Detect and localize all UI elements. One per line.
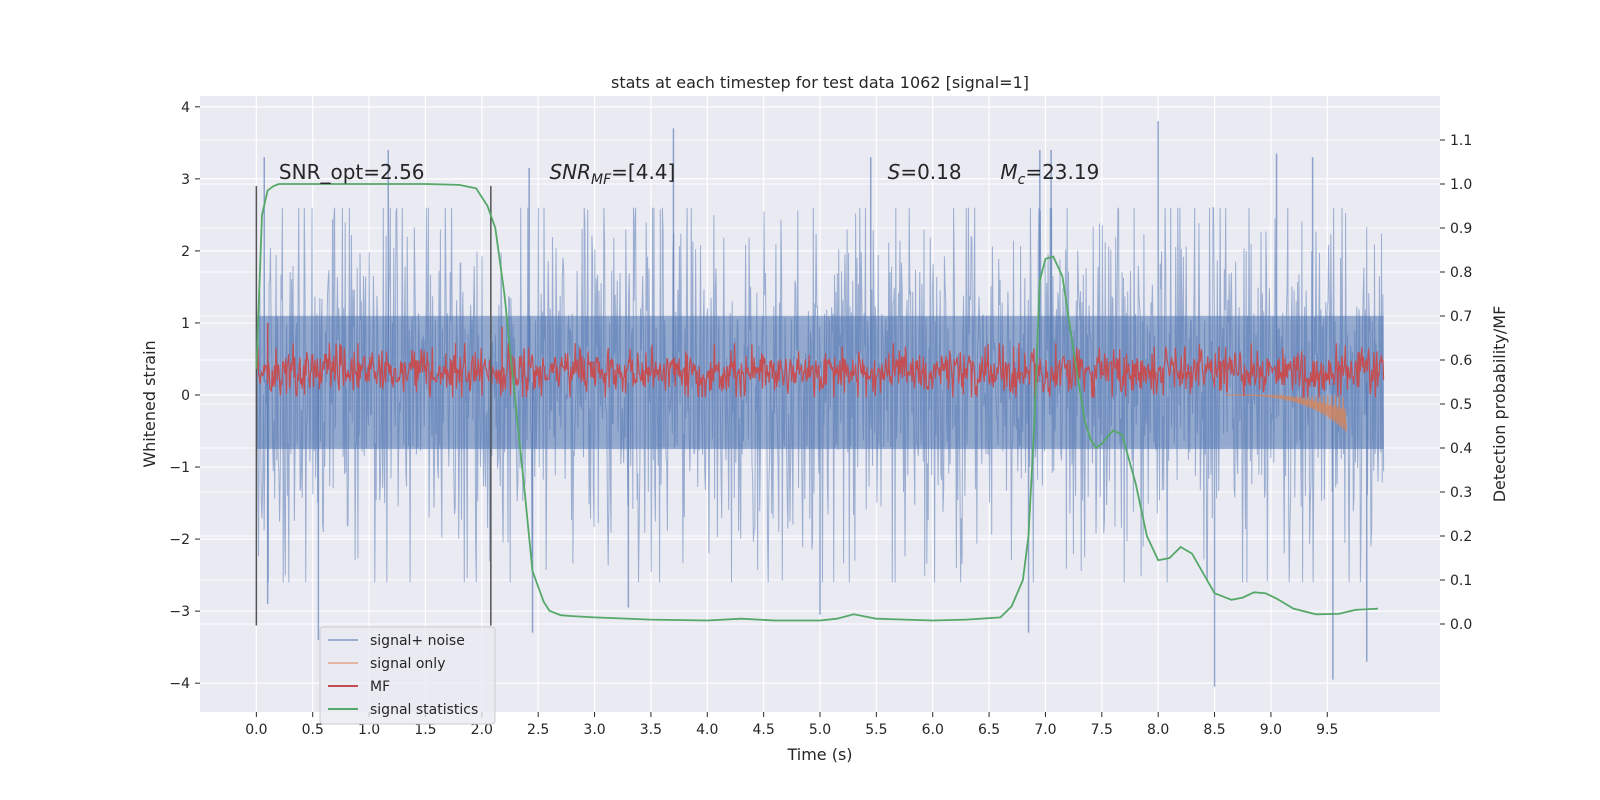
y-tick-label-7: −3: [169, 604, 190, 620]
chart-title: stats at each timestep for test data 106…: [611, 73, 1029, 92]
y-tick-label-5: −1: [169, 460, 190, 476]
y-right-tick-label-0-4: 0.4: [1450, 441, 1472, 457]
x-tick-label-3-0: 3.0: [583, 722, 605, 738]
x-tick-label-4-0: 4.0: [696, 722, 718, 738]
legend-label-signal-only: signal only: [370, 656, 445, 672]
y-right-tick-label-0-0: 0.0: [1450, 617, 1472, 633]
y-right-tick-label-0-5: 0.5: [1450, 397, 1472, 413]
y-right-tick-label-0-9: 0.9: [1450, 221, 1472, 237]
x-tick-label-2-5: 2.5: [527, 722, 549, 738]
y-right-tick-label-0-1: 0.1: [1450, 573, 1472, 589]
annotation-2: S=0.18: [888, 160, 962, 184]
x-tick-label-1-0: 1.0: [358, 722, 380, 738]
y-tick-label-6: −2: [169, 532, 190, 548]
series-signal-statistics: [255, 183, 1379, 622]
annotation-1: SNRMF=[4.4]: [549, 160, 675, 188]
x-tick-label-0-0: 0.0: [245, 722, 267, 738]
ticks: 0.0 0.5 1.0 1.5 2.0 2.5 3.0 3.5 4.0 4.5 5.0 5.5 6.0 6…: [169, 100, 1472, 738]
x-tick-label-2-0: 2.0: [471, 722, 493, 738]
y-right-tick-label-0-6: 0.6: [1450, 353, 1472, 369]
annotations: SNR_opt=2.56 SNRMF=[4.4] S=0.18 Mc=23.19: [279, 160, 1099, 188]
y-right-tick-label-0-2: 0.2: [1450, 529, 1472, 545]
y-tick-label-0: 4: [181, 100, 190, 116]
x-tick-label-6-0: 6.0: [922, 722, 944, 738]
legend-box: [319, 626, 496, 725]
x-tick-label-4-5: 4.5: [753, 722, 775, 738]
y-right-tick-label-0-7: 0.7: [1450, 309, 1472, 325]
y-right-tick-label-0-8: 0.8: [1450, 265, 1472, 281]
y-right-tick-label-1-1: 1.1: [1450, 133, 1472, 149]
x-tick-label-0-5: 0.5: [302, 722, 324, 738]
legend-label-signal-plus-noise: signal+ noise: [370, 633, 465, 649]
x-tick-label-7-5: 7.5: [1091, 722, 1113, 738]
y-axis-label: Whitened strain: [140, 340, 159, 467]
legend-label-mf: MF: [370, 679, 390, 695]
annotation-0: SNR_opt=2.56: [279, 160, 425, 184]
series-signal-only: [1225, 393, 1347, 433]
x-tick-label-9-0: 9.0: [1260, 722, 1282, 738]
legend: signal+ noise signal only MF signal stat…: [319, 626, 496, 725]
x-tick-label-1-5: 1.5: [414, 722, 436, 738]
x-tick-label-9-5: 9.5: [1316, 722, 1338, 738]
x-tick-label-8-0: 8.0: [1147, 722, 1169, 738]
y-tick-label-1: 3: [181, 172, 190, 188]
x-tick-label-5-0: 5.0: [809, 722, 831, 738]
signal-statistics-line: [255, 183, 1379, 622]
y-right-tick-label-1-0: 1.0: [1450, 177, 1472, 193]
annotation-3: Mc=23.19: [1000, 160, 1099, 188]
y-right-tick-label-0-3: 0.3: [1450, 485, 1472, 501]
x-tick-label-3-5: 3.5: [640, 722, 662, 738]
x-tick-label-7-0: 7.0: [1034, 722, 1056, 738]
y-tick-label-4: 0: [181, 388, 190, 404]
y-tick-label-2: 2: [181, 244, 190, 260]
vertical-markers: [255, 186, 492, 626]
y-axis-label-right: Detection probability/MF: [1490, 306, 1509, 503]
x-tick-label-8-5: 8.5: [1203, 722, 1225, 738]
legend-label-signal-statistics: signal statistics: [370, 702, 478, 718]
x-tick-label-6-5: 6.5: [978, 722, 1000, 738]
series-mf: [255, 322, 1385, 398]
x-axis-label: Time (s): [786, 745, 852, 764]
mf-line: [255, 343, 1385, 398]
x-tick-label-5-5: 5.5: [865, 722, 887, 738]
signal-plus-noise-line: [255, 207, 1385, 583]
y-tick-label-3: 1: [181, 316, 190, 332]
y-tick-label-8: −4: [169, 676, 190, 692]
signal-only-line: [1225, 393, 1347, 433]
